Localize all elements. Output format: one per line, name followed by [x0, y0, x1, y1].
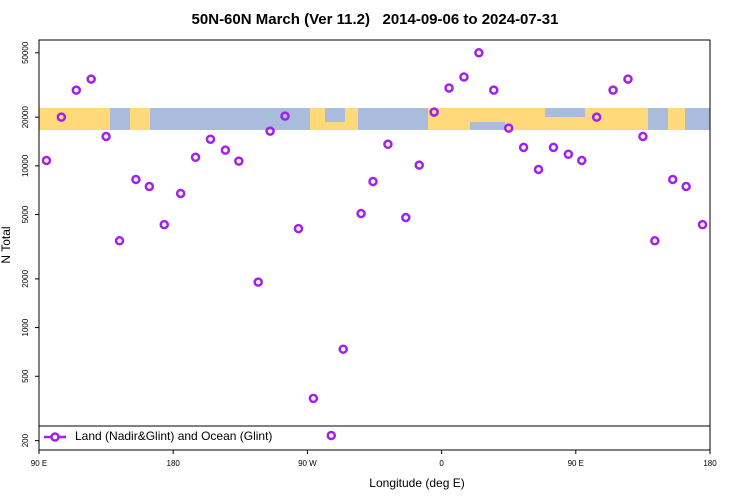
point	[56, 112, 67, 122]
point	[293, 223, 304, 234]
point	[383, 139, 393, 150]
point	[101, 131, 111, 142]
x-tick-label: 180	[703, 459, 717, 468]
x-axis-label: Longitude (deg E)	[369, 476, 464, 490]
point	[131, 174, 141, 185]
point	[608, 85, 618, 95]
point	[667, 174, 678, 185]
point	[71, 85, 82, 95]
point	[356, 208, 366, 219]
point	[86, 74, 96, 84]
plot-frame	[38, 39, 711, 451]
point	[577, 155, 587, 166]
point	[401, 212, 411, 223]
x-tick-label: 90 E	[31, 459, 47, 468]
x-tick-label: 90 W	[298, 459, 317, 468]
point	[563, 149, 574, 159]
y-tick-label: 5000	[21, 205, 30, 223]
point	[41, 155, 52, 166]
point	[159, 219, 170, 230]
y-tick-label: 10000	[21, 154, 30, 177]
y-tick-label: 50000	[21, 41, 30, 64]
point	[205, 134, 216, 145]
point	[591, 112, 602, 122]
point	[623, 74, 633, 84]
y-tick-label: 1000	[21, 318, 30, 336]
point	[368, 176, 378, 187]
x-tick-label: 0	[439, 459, 444, 468]
point	[280, 111, 290, 121]
y-tick-label: 20000	[21, 105, 30, 128]
point	[429, 107, 439, 117]
point	[175, 188, 186, 199]
point	[650, 236, 660, 246]
y-tick-label: 200	[21, 433, 30, 447]
x-tick-label: 90 E	[568, 459, 584, 468]
point	[114, 236, 125, 246]
point	[474, 48, 484, 58]
point	[533, 164, 544, 175]
point	[144, 181, 155, 192]
point	[253, 277, 263, 287]
chart-title: 50N-60N March (Ver 11.2) 2014-09-06 to 2…	[192, 11, 559, 28]
point	[234, 156, 244, 166]
point	[503, 123, 514, 133]
point	[338, 344, 348, 354]
point	[638, 131, 648, 142]
point	[326, 430, 337, 441]
y-tick-label: 500	[21, 369, 30, 383]
y-tick-label: 2000	[21, 269, 30, 287]
point	[444, 83, 454, 93]
legend-marker	[50, 432, 60, 442]
point	[190, 152, 201, 163]
point	[681, 181, 691, 192]
y-axis-label: N Total	[0, 226, 13, 263]
x-tick-label: 180	[167, 459, 181, 468]
point	[489, 85, 499, 95]
point	[697, 219, 708, 230]
point	[414, 160, 424, 170]
point	[459, 72, 469, 82]
legend-label: Land (Nadir&Glint) and Ocean (Glint)	[75, 429, 272, 443]
point	[518, 142, 529, 153]
point	[220, 145, 231, 155]
map-band	[39, 108, 710, 130]
point	[548, 142, 559, 153]
point	[265, 126, 275, 136]
point	[308, 393, 319, 404]
